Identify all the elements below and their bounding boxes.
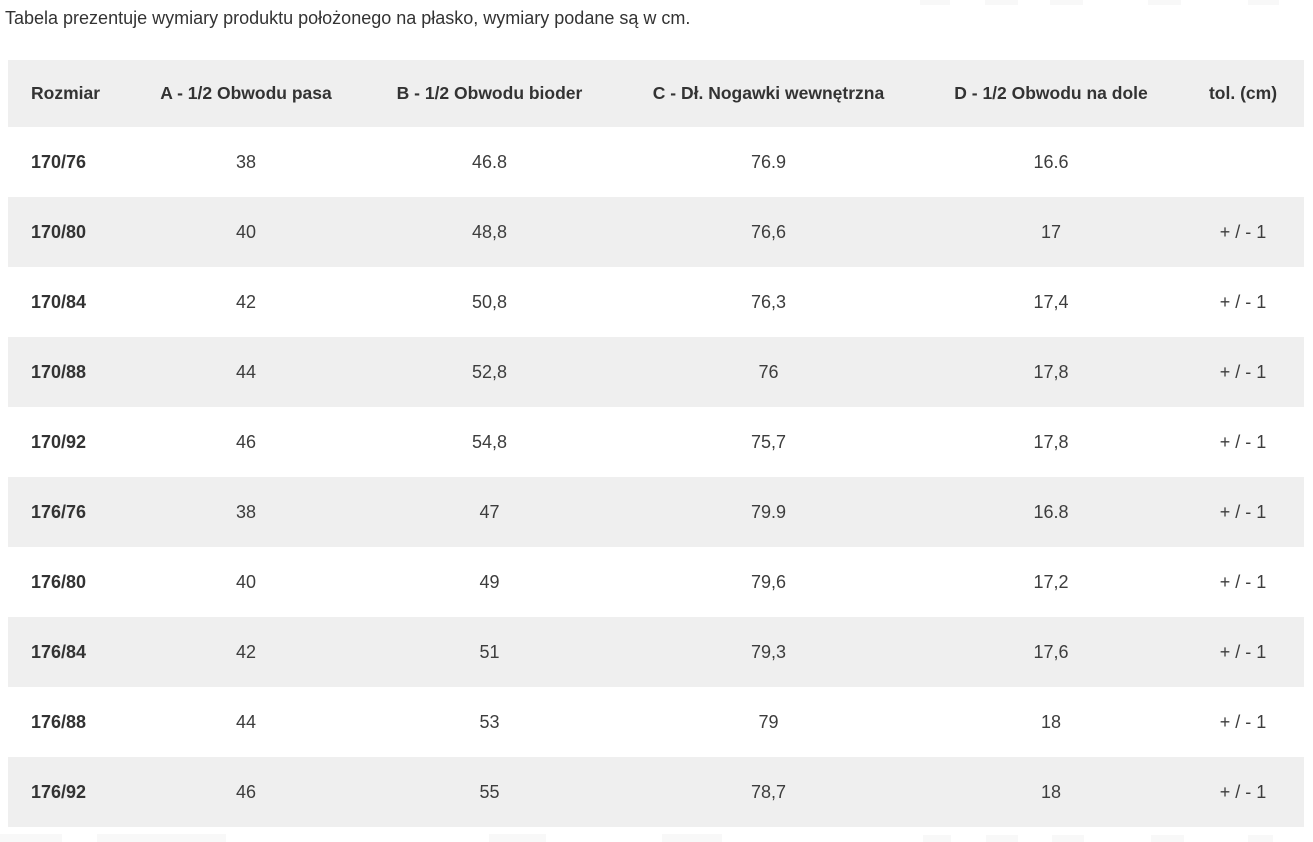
column-header-4: D - 1/2 Obwodu na dole [920, 60, 1182, 127]
measurement-cell: 18 [1040, 781, 1062, 802]
measurement-cell: 52,8 [471, 361, 508, 382]
measurement-cell: 76,3 [750, 291, 787, 312]
cropped-ui-fragment [662, 834, 722, 842]
cropped-ui-fragment [0, 834, 62, 842]
measurement-cell: 17,2 [1033, 571, 1069, 592]
size-table: Rozmiar A - 1/2 Obwodu pasa B - 1/2 Obwodu… [8, 60, 1304, 827]
measurement-cell: + / - 1 [1219, 641, 1267, 662]
measurement-cell: 79,6 [750, 571, 787, 592]
measurement-cell: 17,8 [1033, 361, 1069, 382]
size-cell: 170/80 [31, 221, 87, 242]
measurement-cell: + / - 1 [1219, 711, 1267, 732]
measurement-cell: 76 [758, 361, 779, 382]
table-row: 176/76 38 47 79.9 16.8 + / - 1 [8, 477, 1304, 547]
measurement-cell: 38 [235, 501, 257, 522]
table-row: 176/80 40 49 79,6 17,2 + / - 1 [8, 547, 1304, 617]
measurement-cell: 78,7 [750, 781, 787, 802]
table-row: 170/84 42 50,8 76,3 17,4 + / - 1 [8, 267, 1304, 337]
measurement-cell: + / - 1 [1219, 221, 1267, 242]
size-cell: 176/92 [31, 781, 87, 802]
measurement-cell: 49 [479, 571, 500, 592]
measurement-cell: + / - 1 [1219, 361, 1267, 382]
measurement-cell: 17,8 [1033, 431, 1069, 452]
measurement-cell: 17,6 [1033, 641, 1069, 662]
header-row: Rozmiar A - 1/2 Obwodu pasa B - 1/2 Obwodu… [8, 60, 1304, 127]
cropped-ui-fragment [1248, 835, 1273, 842]
size-cell: 176/76 [31, 501, 87, 522]
table-row: 170/76 38 46.8 76.9 16.6 [8, 127, 1304, 197]
measurement-cell: 42 [235, 641, 257, 662]
measurement-cell: 46.8 [471, 151, 508, 172]
cropped-ui-fragment [986, 835, 1018, 842]
size-cell: 170/88 [31, 361, 87, 382]
cropped-ui-fragment [489, 834, 546, 842]
measurement-cell: 79 [758, 711, 779, 732]
size-cell: 170/84 [31, 291, 87, 312]
measurement-cell: 46 [235, 431, 257, 452]
size-cell: 170/92 [31, 431, 87, 452]
measurement-cell: 75,7 [750, 431, 787, 452]
measurement-cell: 44 [235, 711, 257, 732]
measurement-cell: 16.6 [1033, 151, 1069, 172]
measurement-cell: 53 [479, 711, 500, 732]
column-header-5: tol. (cm) [1182, 60, 1304, 127]
table-row: 176/92 46 55 78,7 18 + / - 1 [8, 757, 1304, 827]
table-row: 170/88 44 52,8 76 17,8 + / - 1 [8, 337, 1304, 407]
cropped-ui-fragment [1148, 0, 1181, 5]
table-row: 170/80 40 48,8 76,6 17 + / - 1 [8, 197, 1304, 267]
intro-text: Tabela prezentuje wymiary produktu położ… [5, 8, 691, 28]
measurement-cell: 17,4 [1033, 291, 1069, 312]
column-header-3: C - Dł. Nogawki wewnętrzna [617, 60, 920, 127]
measurement-cell: + / - 1 [1219, 291, 1267, 312]
measurement-cell: 54,8 [471, 431, 508, 452]
measurement-cell: 51 [479, 641, 500, 662]
cropped-ui-fragment [920, 0, 950, 5]
measurement-cell: + / - 1 [1219, 781, 1267, 802]
cropped-ui-fragment [1052, 835, 1084, 842]
table-row: 170/92 46 54,8 75,7 17,8 + / - 1 [8, 407, 1304, 477]
measurement-cell: 44 [235, 361, 257, 382]
measurement-cell: 79.9 [750, 501, 787, 522]
size-cell: 176/88 [31, 711, 87, 732]
measurement-cell: 47 [479, 501, 500, 522]
measurement-cell: 18 [1040, 711, 1062, 732]
measurement-cell: 40 [235, 571, 257, 592]
measurement-cell: 48,8 [471, 221, 508, 242]
measurement-cell: 50,8 [471, 291, 508, 312]
measurement-cell [1182, 127, 1304, 197]
measurement-cell: 76.9 [750, 151, 787, 172]
column-header-1: A - 1/2 Obwodu pasa [130, 60, 362, 127]
size-cell: 170/76 [31, 151, 87, 172]
table-row: 176/88 44 53 79 18 + / - 1 [8, 687, 1304, 757]
measurement-cell: + / - 1 [1219, 501, 1267, 522]
measurement-cell: 79,3 [750, 641, 787, 662]
measurement-cell: + / - 1 [1219, 431, 1267, 452]
measurement-cell: 38 [235, 151, 257, 172]
measurement-cell: 46 [235, 781, 257, 802]
cropped-ui-fragment [1248, 0, 1279, 5]
cropped-ui-fragment [985, 0, 1018, 5]
cropped-ui-fragment [1050, 0, 1083, 5]
size-cell: 176/80 [31, 571, 87, 592]
measurement-cell: 76,6 [750, 221, 787, 242]
measurement-cell: 16.8 [1033, 501, 1069, 522]
size-cell: 176/84 [31, 641, 87, 662]
column-header-0: Rozmiar [8, 60, 130, 127]
column-header-2: B - 1/2 Obwodu bioder [362, 60, 617, 127]
measurement-cell: 55 [479, 781, 500, 802]
table-row: 176/84 42 51 79,3 17,6 + / - 1 [8, 617, 1304, 687]
measurement-cell: 40 [235, 221, 257, 242]
measurement-cell: 42 [235, 291, 257, 312]
cropped-ui-fragment [923, 835, 951, 842]
measurement-cell: 17 [1040, 221, 1062, 242]
measurement-cell: + / - 1 [1219, 571, 1267, 592]
cropped-ui-fragment [97, 834, 226, 842]
cropped-ui-fragment [1151, 835, 1184, 842]
